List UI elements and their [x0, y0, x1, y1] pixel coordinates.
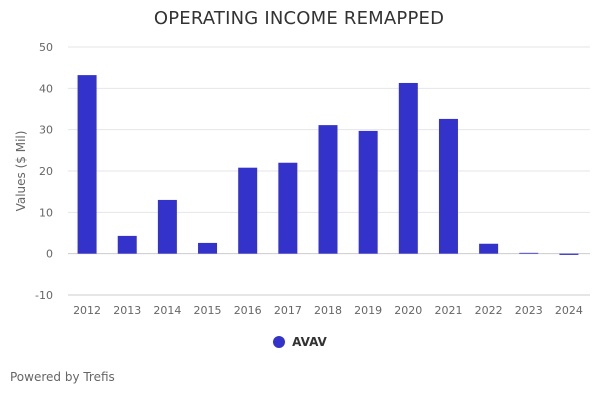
bar-2022[interactable] [479, 243, 499, 254]
x-tick-label: 2017 [274, 304, 302, 317]
x-axis-ticks: 2012 2013 2014 2015 2016 2017 2018 2019 2020 2021… [73, 304, 583, 317]
bar-2014[interactable] [157, 199, 177, 254]
bar-2023[interactable] [519, 252, 539, 254]
x-tick-label: 2023 [515, 304, 543, 317]
x-tick-label: 2020 [394, 304, 422, 317]
x-tick-label: 2016 [234, 304, 262, 317]
bar-2015[interactable] [198, 242, 218, 254]
bar-2013[interactable] [117, 235, 137, 254]
y-tick-label: 30 [39, 124, 53, 137]
y-tick-label: 50 [39, 41, 53, 54]
y-axis-label: Values ($ Mil) [14, 131, 28, 212]
bar-2020[interactable] [398, 82, 418, 254]
y-tick-label: -10 [35, 289, 53, 302]
bar-2021[interactable] [438, 118, 458, 254]
bar-2019[interactable] [358, 130, 378, 254]
y-tick-label: 20 [39, 165, 53, 178]
x-tick-label: 2014 [153, 304, 181, 317]
bar-2017[interactable] [278, 162, 298, 254]
bar-2018[interactable] [318, 125, 338, 254]
x-tick-label: 2015 [194, 304, 222, 317]
x-tick-label: 2012 [73, 304, 101, 317]
legend-marker[interactable] [273, 336, 286, 348]
x-tick-label: 2013 [113, 304, 141, 317]
bars [77, 75, 579, 255]
bar-2012[interactable] [77, 75, 97, 254]
y-tick-label: 0 [46, 248, 53, 261]
bar-2024[interactable] [559, 253, 579, 255]
x-tick-label: 2018 [314, 304, 342, 317]
bar-2016[interactable] [238, 167, 258, 254]
y-tick-label: 10 [39, 206, 53, 219]
x-tick-label: 2024 [555, 304, 583, 317]
y-axis-ticks: 50 40 30 20 10 0 -10 [35, 41, 53, 302]
legend: AVAV [0, 335, 600, 349]
powered-by-credit[interactable]: Powered by Trefis [10, 370, 115, 384]
x-tick-label: 2019 [354, 304, 382, 317]
x-tick-label: 2021 [434, 304, 462, 317]
y-tick-label: 40 [39, 82, 53, 95]
x-tick-label: 2022 [475, 304, 503, 317]
legend-label-avav[interactable]: AVAV [292, 335, 327, 349]
chart-title: OPERATING INCOME REMAPPED [153, 8, 445, 29]
